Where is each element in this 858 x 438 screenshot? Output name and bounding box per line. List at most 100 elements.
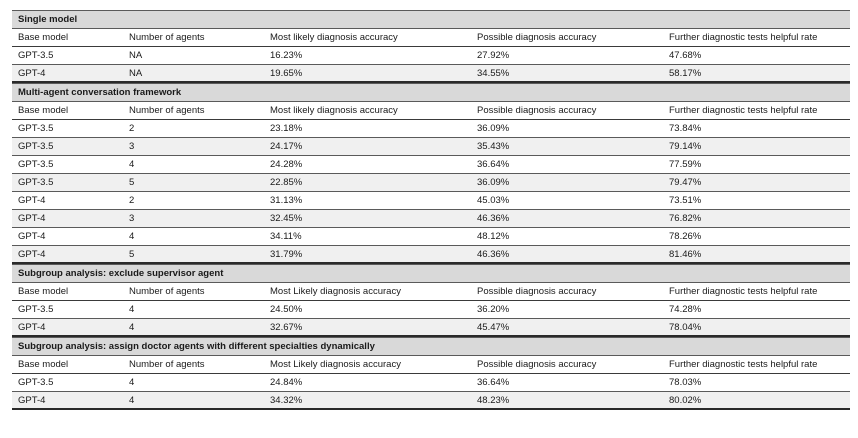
- table-cell: 79.47%: [669, 177, 702, 188]
- table-cell: 4: [129, 159, 135, 170]
- column-header: Possible diagnosis accuracy: [477, 105, 597, 116]
- section-title-row: Subgroup analysis: assign doctor agents …: [12, 337, 850, 356]
- section-title: Multi-agent conversation framework: [18, 87, 182, 98]
- column-header-row: Base model Number of agents Most Likely di…: [12, 356, 850, 374]
- table-cell: 4: [129, 231, 135, 242]
- table-cell: GPT-4: [18, 231, 46, 242]
- column-header: Most likely diagnosis accuracy: [270, 105, 398, 116]
- table-cell: 32.67%: [270, 322, 303, 333]
- table-cell: 34.32%: [270, 395, 303, 406]
- column-header: Base model: [18, 359, 69, 370]
- table-row: GPT-3.5 4 24.28% 36.64% 77.59%: [12, 156, 850, 174]
- table-cell: GPT-3.5: [18, 141, 54, 152]
- table-row: GPT-3.5 NA 16.23% 27.92% 47.68%: [12, 47, 850, 65]
- column-header: Base model: [18, 32, 69, 43]
- table-cell: 36.20%: [477, 304, 510, 315]
- column-header: Further diagnostic tests helpful rate: [669, 105, 818, 116]
- table-cell: GPT-3.5: [18, 159, 54, 170]
- table-cell: GPT-4: [18, 195, 46, 206]
- column-header: Further diagnostic tests helpful rate: [669, 359, 818, 370]
- section-title-row: Multi-agent conversation framework: [12, 83, 850, 102]
- table-cell: 2: [129, 195, 135, 206]
- table-cell: 46.36%: [477, 213, 510, 224]
- section-title-row: Single model: [12, 10, 850, 29]
- table-row: GPT-3.5 4 24.50% 36.20% 74.28%: [12, 301, 850, 319]
- table-cell: 24.28%: [270, 159, 303, 170]
- table-row: GPT-4 5 31.79% 46.36% 81.46%: [12, 246, 850, 264]
- table-cell: 2: [129, 123, 135, 134]
- column-header: Number of agents: [129, 105, 205, 116]
- table-cell: GPT-4: [18, 213, 46, 224]
- table-cell: GPT-3.5: [18, 177, 54, 188]
- column-header: Possible diagnosis accuracy: [477, 32, 597, 43]
- section-title: Subgroup analysis: assign doctor agents …: [18, 341, 375, 352]
- table-cell: 77.59%: [669, 159, 702, 170]
- table-row: GPT-3.5 5 22.85% 36.09% 79.47%: [12, 174, 850, 192]
- results-table: Single model Base model Number of agents Mo…: [12, 10, 850, 410]
- table-cell: 36.09%: [477, 123, 510, 134]
- column-header: Number of agents: [129, 32, 205, 43]
- table-cell: 4: [129, 395, 135, 406]
- table-cell: 3: [129, 141, 135, 152]
- table-row: GPT-4 4 32.67% 45.47% 78.04%: [12, 319, 850, 337]
- table-cell: 5: [129, 177, 135, 188]
- table-row: GPT-3.5 2 23.18% 36.09% 73.84%: [12, 120, 850, 138]
- column-header-row: Base model Number of agents Most likely di…: [12, 29, 850, 47]
- table-row: GPT-4 4 34.11% 48.12% 78.26%: [12, 228, 850, 246]
- column-header-row: Base model Number of agents Most Likely di…: [12, 283, 850, 301]
- column-header-row: Base model Number of agents Most likely di…: [12, 102, 850, 120]
- table-row: GPT-3.5 3 24.17% 35.43% 79.14%: [12, 138, 850, 156]
- table-cell: 73.51%: [669, 195, 702, 206]
- column-header: Further diagnostic tests helpful rate: [669, 286, 818, 297]
- table-cell: 81.46%: [669, 249, 702, 260]
- column-header: Most likely diagnosis accuracy: [270, 32, 398, 43]
- table-cell: 34.11%: [270, 231, 302, 242]
- column-header: Most Likely diagnosis accuracy: [270, 286, 401, 297]
- column-header: Possible diagnosis accuracy: [477, 359, 597, 370]
- table-cell: GPT-4: [18, 395, 46, 406]
- table-cell: 24.17%: [270, 141, 303, 152]
- table-cell: 24.50%: [270, 304, 303, 315]
- table-cell: GPT-3.5: [18, 123, 54, 134]
- table-cell: 35.43%: [477, 141, 510, 152]
- table-cell: 36.09%: [477, 177, 510, 188]
- column-header: Possible diagnosis accuracy: [477, 286, 597, 297]
- table-cell: GPT-3.5: [18, 304, 54, 315]
- table-cell: 45.03%: [477, 195, 510, 206]
- table-cell: GPT-4: [18, 322, 46, 333]
- table-cell: 24.84%: [270, 377, 303, 388]
- table-cell: 22.85%: [270, 177, 303, 188]
- table-cell: GPT-4: [18, 249, 46, 260]
- table-cell: 32.45%: [270, 213, 303, 224]
- table-cell: 78.04%: [669, 322, 702, 333]
- table-cell: 36.64%: [477, 377, 510, 388]
- table-cell: 23.18%: [270, 123, 303, 134]
- table-row: GPT-4 3 32.45% 46.36% 76.82%: [12, 210, 850, 228]
- table-cell: 47.68%: [669, 50, 702, 61]
- table-cell: 34.55%: [477, 68, 510, 79]
- table-cell: NA: [129, 68, 143, 79]
- table-cell: 31.13%: [270, 195, 303, 206]
- table-cell: 48.23%: [477, 395, 510, 406]
- table-cell: NA: [129, 50, 143, 61]
- table-row: GPT-3.5 4 24.84% 36.64% 78.03%: [12, 374, 850, 392]
- table-cell: 4: [129, 322, 135, 333]
- table-cell: 58.17%: [669, 68, 702, 79]
- column-header: Further diagnostic tests helpful rate: [669, 32, 818, 43]
- column-header: Most Likely diagnosis accuracy: [270, 359, 401, 370]
- column-header: Base model: [18, 105, 69, 116]
- table-cell: GPT-3.5: [18, 50, 54, 61]
- column-header: Number of agents: [129, 359, 205, 370]
- table-cell: 4: [129, 377, 135, 388]
- table-cell: 31.79%: [270, 249, 303, 260]
- table-cell: 16.23%: [270, 50, 303, 61]
- table-row: GPT-4 4 34.32% 48.23% 80.02%: [12, 392, 850, 410]
- table-cell: 78.26%: [669, 231, 702, 242]
- table-cell: GPT-4: [18, 68, 46, 79]
- table-row: GPT-4 2 31.13% 45.03% 73.51%: [12, 192, 850, 210]
- column-header: Base model: [18, 286, 69, 297]
- section-title: Subgroup analysis: exclude supervisor ag…: [18, 268, 224, 279]
- table-cell: 36.64%: [477, 159, 510, 170]
- table-cell: 3: [129, 213, 135, 224]
- table-cell: 46.36%: [477, 249, 510, 260]
